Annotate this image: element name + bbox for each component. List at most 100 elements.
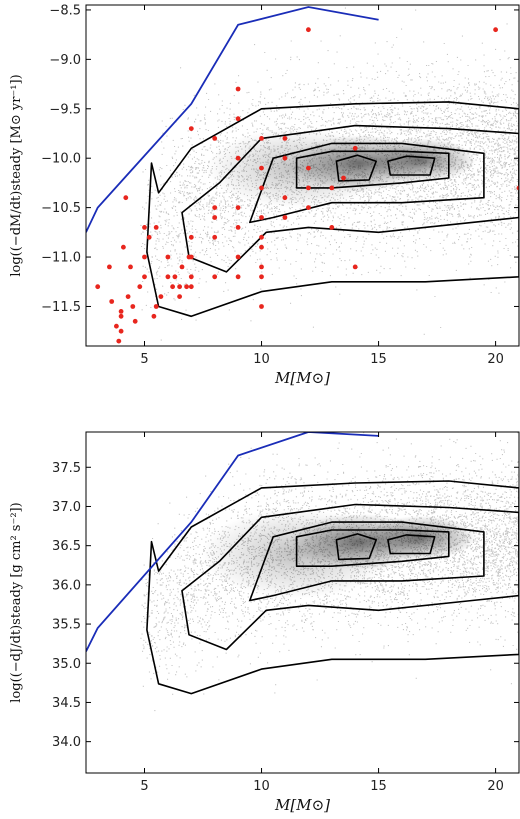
x-tick-label: 10 xyxy=(253,779,270,794)
observed-point xyxy=(259,304,264,309)
observed-point xyxy=(188,274,194,280)
observed-point xyxy=(306,205,311,211)
observed-point xyxy=(235,254,241,260)
observed-point xyxy=(306,185,311,191)
observed-point xyxy=(212,274,218,280)
data-series xyxy=(86,6,519,344)
y-tick-label: 34.0 xyxy=(52,735,81,750)
observed-point xyxy=(184,284,190,290)
density-contours xyxy=(146,101,519,318)
observed-point xyxy=(259,234,264,240)
contour-level-2 xyxy=(249,142,485,224)
observed-point xyxy=(352,145,358,151)
y-tick-label: −11.0 xyxy=(41,251,81,266)
observed-point xyxy=(153,225,159,230)
y-tick-label: 35.0 xyxy=(52,657,81,672)
observed-point xyxy=(123,195,129,201)
observed-point xyxy=(177,284,183,290)
observed-point xyxy=(118,313,124,319)
density-cloud xyxy=(140,432,519,712)
observed-point xyxy=(235,205,241,211)
y-tick-label: 37.5 xyxy=(52,461,81,476)
x-tick-label: 20 xyxy=(487,352,504,367)
limit-line xyxy=(86,6,379,233)
observed-point xyxy=(212,205,218,211)
observed-point xyxy=(259,264,264,270)
observed-point xyxy=(142,254,147,260)
observed-point xyxy=(493,27,498,33)
observed-point xyxy=(121,244,126,250)
observed-point xyxy=(177,294,183,299)
observed-point xyxy=(165,274,171,280)
contour-level-0 xyxy=(146,101,519,318)
observed-point xyxy=(329,185,335,191)
observed-point xyxy=(188,234,194,240)
observed-point xyxy=(235,274,241,280)
plot-frame xyxy=(85,4,520,347)
y-tick-label: 36.5 xyxy=(52,539,81,554)
data-series xyxy=(86,432,379,652)
contour-level-3 xyxy=(295,150,450,189)
observed-point xyxy=(352,264,358,270)
observed-point xyxy=(282,155,288,161)
bottom-panel-angular-momentum: 5 10 15 20 34.0 34.5 35.0 35.5 36.0 36.5 37.0 37.5 M… xyxy=(9,431,520,814)
x-axis-label: M[M⊙] xyxy=(274,369,330,387)
y-axis-label: log((−dJ/dt)steady [g cm² s⁻²]) xyxy=(9,502,24,702)
observed-point xyxy=(132,318,138,324)
observed-point xyxy=(212,234,218,240)
observed-point xyxy=(130,304,136,309)
x-tick-label: 15 xyxy=(370,352,387,367)
observed-point xyxy=(153,304,159,309)
y-tick-label: 37.0 xyxy=(52,500,81,515)
observed-point xyxy=(165,254,171,260)
limit-line xyxy=(86,432,379,652)
observed-point xyxy=(235,116,241,122)
observed-point xyxy=(118,328,124,334)
density-cloud xyxy=(140,7,519,341)
x-axis-label: M[M⊙] xyxy=(274,796,330,814)
observed-point xyxy=(282,215,288,220)
observed-point xyxy=(329,225,335,230)
observed-point xyxy=(212,136,218,141)
observed-point xyxy=(306,165,311,171)
y-tick-label: −10.5 xyxy=(41,201,81,216)
observed-point xyxy=(151,313,157,319)
observed-point xyxy=(188,254,194,260)
y-tick-label: −9.0 xyxy=(49,53,81,68)
observed-point xyxy=(158,294,164,299)
y-tick-label: 36.0 xyxy=(52,578,81,593)
observed-point xyxy=(235,225,241,230)
observed-point xyxy=(259,244,264,250)
observed-point xyxy=(259,274,264,280)
x-tick-label: 15 xyxy=(370,779,387,794)
x-tick-label: 10 xyxy=(253,352,270,367)
contour-level-3 xyxy=(295,529,450,567)
observed-point xyxy=(188,284,194,290)
observed-point xyxy=(212,215,218,220)
observed-point xyxy=(142,274,147,280)
plot-frame xyxy=(85,431,520,774)
contour-level-0 xyxy=(146,480,519,695)
observed-point xyxy=(259,185,264,191)
observed-point xyxy=(259,136,264,141)
contour-level-5 xyxy=(387,534,436,555)
observed-point xyxy=(142,225,147,230)
observed-point xyxy=(137,284,143,290)
observed-point xyxy=(95,284,101,290)
observed-point xyxy=(235,155,241,161)
contour-level-5 xyxy=(387,155,436,176)
observed-point xyxy=(259,165,264,171)
y-tick-label: −8.5 xyxy=(49,3,81,18)
contour-level-2 xyxy=(249,521,485,602)
contour-level-1 xyxy=(181,124,519,273)
contour-level-1 xyxy=(181,503,519,651)
observed-point xyxy=(116,338,122,344)
contour-level-4 xyxy=(335,533,377,561)
observed-point xyxy=(172,274,178,280)
observed-point xyxy=(146,234,152,240)
x-tick-label: 5 xyxy=(140,779,148,794)
density-contours xyxy=(146,480,519,695)
observed-point xyxy=(341,175,346,181)
observed-point xyxy=(516,185,519,191)
observed-point xyxy=(118,309,124,314)
